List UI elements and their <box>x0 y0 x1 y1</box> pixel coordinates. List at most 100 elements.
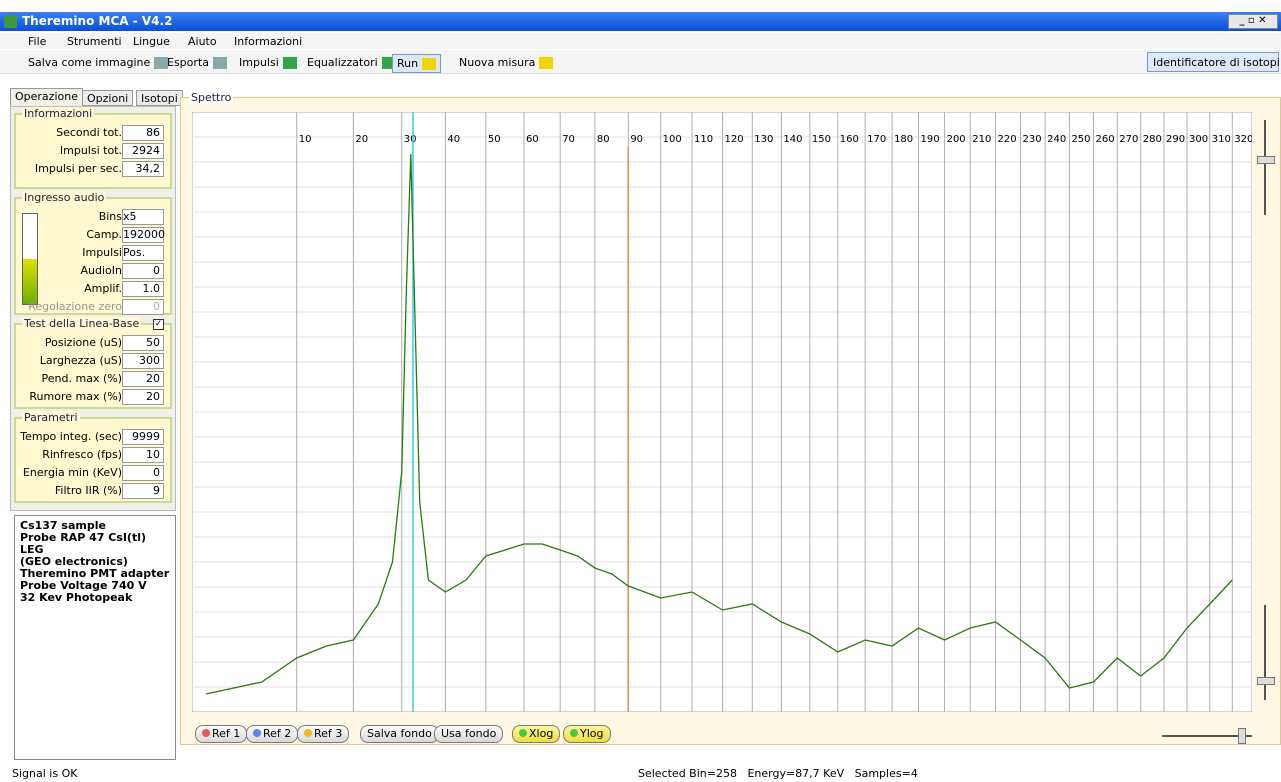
x-tick-label: 100 <box>663 134 682 145</box>
field-value[interactable]: 9 <box>122 483 164 499</box>
toolbar-button[interactable]: Salva come immagine <box>24 54 172 71</box>
field-label: Filtro IIR (%) <box>54 484 122 497</box>
x-tick-label: 290 <box>1166 134 1185 145</box>
slider-bottom-h[interactable] <box>1162 728 1252 744</box>
field-value[interactable]: 86 <box>122 125 164 141</box>
title-bar: Theremino MCA - V4.2 _ ▫ ✕ <box>0 12 1281 31</box>
menu-bar: File Strumenti Lingue Aiuto Informazioni <box>0 33 1281 49</box>
x-tick-label: 140 <box>783 134 802 145</box>
window-controls[interactable]: _ ▫ ✕ <box>1228 14 1278 29</box>
toolbar-icon <box>539 57 554 69</box>
note-line: Probe RAP 47 CsI(tl) LEG <box>20 531 147 556</box>
x-tick-label: 240 <box>1047 134 1066 145</box>
group: Parametri Tempo integ. (sec) 9999 Rinfresco… <box>14 411 172 503</box>
spectrum-button[interactable]: Ref 3 <box>297 725 350 743</box>
field-label: Larghezza (uS) <box>39 354 122 367</box>
note-line: 32 Kev Photopeak <box>20 591 133 604</box>
window-title: Theremino MCA - V4.2 <box>22 14 173 28</box>
x-tick-label: 270 <box>1119 134 1138 145</box>
spectrum-button[interactable]: Ylog <box>563 725 611 743</box>
field-label: Amplif. <box>84 282 122 295</box>
field-value[interactable]: 10 <box>122 447 164 463</box>
x-tick-label: 310 <box>1212 134 1231 145</box>
x-tick-label: 60 <box>526 134 539 145</box>
x-tick-label: 280 <box>1143 134 1162 145</box>
field-value[interactable]: 300 <box>122 353 164 369</box>
toolbar-button[interactable]: Nuova misura <box>455 54 557 71</box>
menu-item[interactable]: Strumenti <box>67 35 122 48</box>
field-value[interactable]: 1.0 <box>122 281 164 297</box>
x-tick-label: 160 <box>840 134 859 145</box>
note-line: (GEO electronics) <box>20 555 128 568</box>
field-value[interactable]: 0 <box>122 263 164 279</box>
spectrum-plot: 10 20 30 40 50 60 70 80 90 100 110 120 130 140 150 160 1… <box>192 112 1252 712</box>
slider-bottom[interactable] <box>1255 605 1275 700</box>
toolbar-icon <box>154 57 169 69</box>
field-value[interactable]: Pos. <box>122 245 164 261</box>
toolbar-button[interactable]: Run <box>392 54 442 73</box>
x-tick-label: 40 <box>447 134 460 145</box>
field-value[interactable]: 34,2 <box>122 161 164 177</box>
spectrum-button[interactable]: Salva fondo <box>360 725 439 743</box>
toolbar-icon <box>422 58 437 70</box>
x-tick-label: 90 <box>630 134 643 145</box>
x-tick-label: 250 <box>1071 134 1090 145</box>
field-value[interactable]: x5 <box>122 209 164 225</box>
notes: Cs137 sample Probe RAP 47 CsI(tl) LEG (GEO… <box>14 515 176 760</box>
field-label: Posizione (uS) <box>44 336 122 349</box>
toolbar-button[interactable]: Esporta <box>163 54 231 71</box>
toolbar-button[interactable]: Equalizzatori <box>303 54 400 71</box>
x-tick-label: 70 <box>562 134 575 145</box>
button-led <box>519 729 527 737</box>
field-value[interactable]: 20 <box>122 389 164 405</box>
spectrum-title: Spettro <box>189 91 234 104</box>
field-label: Camp. <box>86 228 122 241</box>
x-tick-label: 230 <box>1022 134 1041 145</box>
x-tick-label: 10 <box>299 134 312 145</box>
field-value[interactable]: 0 <box>122 465 164 481</box>
spectrum-button[interactable]: Ref 1 <box>195 725 248 743</box>
field-label: Pend. max (%) <box>41 372 122 385</box>
toolbar-icon <box>282 57 297 69</box>
field-label: Impulsi per sec. <box>34 162 122 175</box>
group-title: Test della Linea-Base <box>22 317 142 330</box>
isotope-button[interactable]: Identificatore di isotopi <box>1147 52 1280 72</box>
x-tick-label: 120 <box>725 134 744 145</box>
field-value[interactable]: 192000 <box>122 227 165 243</box>
group: Test della Linea-Base ✓ Posizione (uS) 50 La… <box>14 317 172 409</box>
tab[interactable]: Opzioni <box>82 90 134 106</box>
checkbox[interactable]: ✓ <box>153 319 164 330</box>
field-value[interactable]: 2924 <box>122 143 164 159</box>
status-left: Signal is OK <box>12 767 78 780</box>
group: Ingresso audio Bins x5 Camp. 192000 Impulsi Po… <box>14 191 172 315</box>
field-value[interactable]: 50 <box>122 335 164 351</box>
menu-item[interactable]: Lingue <box>133 35 170 48</box>
group-title: Ingresso audio <box>22 191 107 204</box>
x-tick-label: 180 <box>894 134 913 145</box>
x-tick-label: 20 <box>355 134 368 145</box>
button-led <box>570 729 578 737</box>
field-value[interactable]: 20 <box>122 371 164 387</box>
tab[interactable]: Operazione <box>10 88 83 106</box>
field-value[interactable]: 9999 <box>122 429 164 445</box>
spectrum-button[interactable]: Ref 2 <box>246 725 299 743</box>
field-label: Energia min (KeV) <box>22 466 122 479</box>
group: Informazioni Secondi tot. 86 Impulsi tot. 29… <box>14 107 172 189</box>
spectrum-line <box>205 153 1233 695</box>
group-title: Parametri <box>22 411 80 424</box>
spectrum-button[interactable]: Usa fondo <box>434 725 504 743</box>
menu-item[interactable]: Informazioni <box>234 35 303 48</box>
spectrum-button[interactable]: Xlog <box>512 725 561 743</box>
menu-item[interactable]: File <box>28 35 47 48</box>
slider-top[interactable] <box>1255 120 1275 215</box>
x-tick-label: 150 <box>812 134 831 145</box>
tabs: Operazione Opzioni Isotopi <box>10 88 183 106</box>
button-led <box>202 729 210 737</box>
tab[interactable]: Isotopi <box>136 90 183 106</box>
field-value[interactable]: 0 <box>122 299 164 315</box>
toolbar-button[interactable]: Impulsi <box>235 54 301 71</box>
x-tick-label: 300 <box>1189 134 1208 145</box>
x-tick-label: 320 <box>1234 134 1252 145</box>
menu-item[interactable]: Aiuto <box>188 35 217 48</box>
